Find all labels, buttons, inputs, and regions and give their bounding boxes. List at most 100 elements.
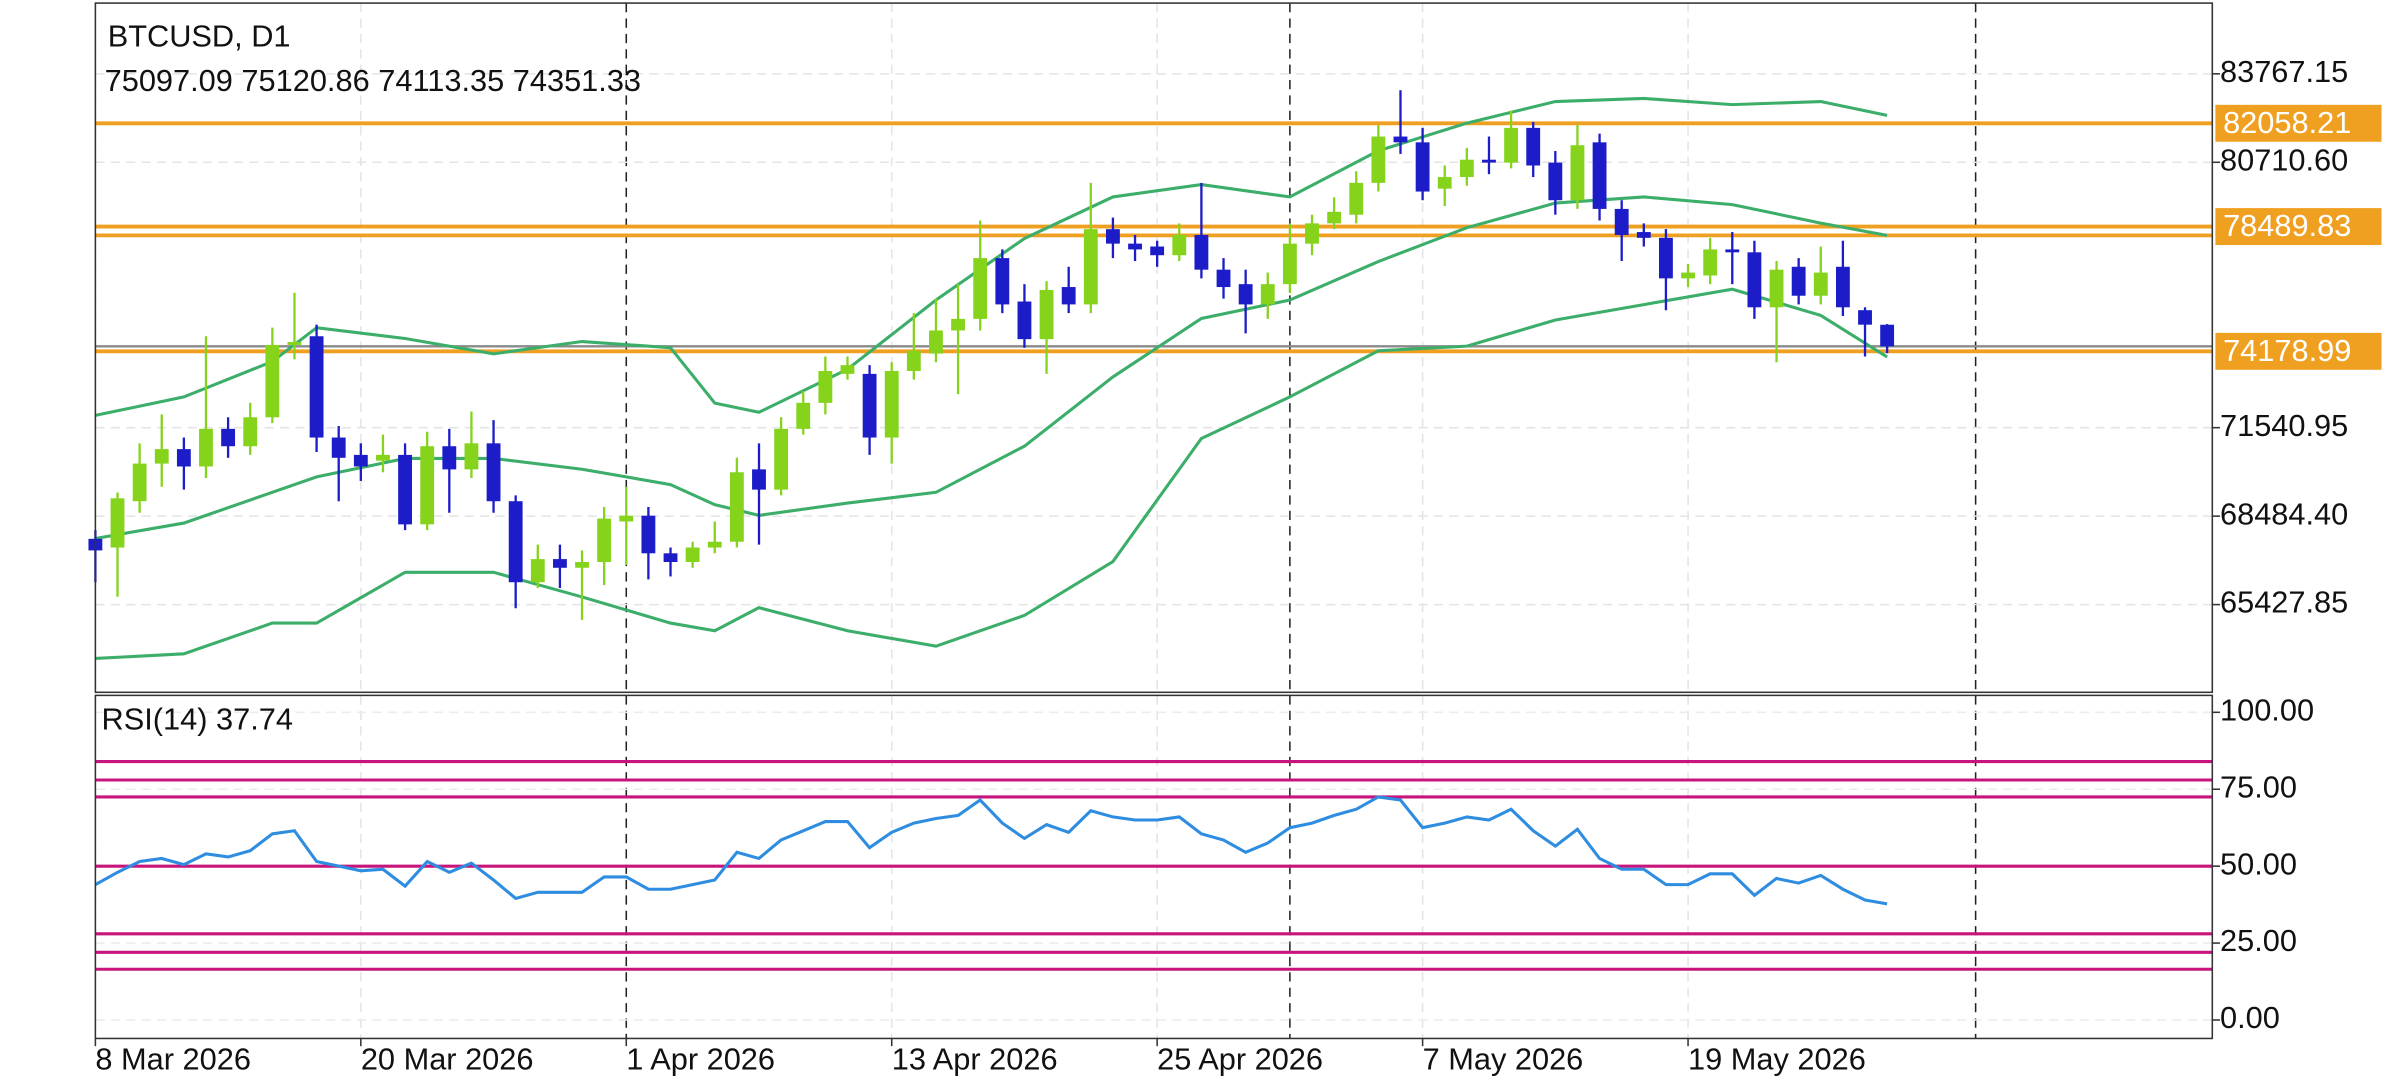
x-tick-label: 1 Apr 2026 — [626, 1042, 775, 1077]
candle-body — [1592, 142, 1607, 209]
candle-body — [1238, 284, 1253, 305]
candle-body — [619, 515, 634, 522]
y-tick-label: 65427.85 — [2220, 585, 2348, 620]
candle-body — [420, 446, 435, 525]
candle-body — [1835, 266, 1850, 308]
candle-body — [508, 501, 523, 583]
candle-body — [1570, 145, 1585, 201]
candle-body — [398, 454, 412, 525]
rsi-tick-label: 75.00 — [2220, 769, 2297, 804]
candle-body — [597, 518, 612, 562]
candle-body — [1106, 229, 1120, 244]
candle-body — [1725, 249, 1740, 253]
candle-body — [1150, 246, 1165, 256]
level-badge-label: 82058.21 — [2223, 105, 2351, 140]
candle-body — [995, 258, 1010, 305]
x-tick-label: 7 May 2026 — [1423, 1042, 1584, 1077]
candle-body — [265, 344, 280, 418]
candle-body — [376, 454, 390, 461]
candle-body — [840, 365, 855, 374]
candle-body — [1415, 142, 1430, 192]
candle-body — [1482, 159, 1496, 163]
level-badge — [2215, 104, 2382, 142]
x-tick-label: 8 Mar 2026 — [95, 1042, 251, 1077]
candle-body — [929, 330, 943, 354]
chart-title: BTCUSD, D1 — [108, 19, 291, 54]
candle-body — [464, 443, 479, 470]
candle-body — [1437, 177, 1452, 189]
candle-body — [1791, 266, 1806, 296]
marks — [88, 90, 2213, 971]
candle-body — [1858, 310, 1872, 325]
candle-body — [442, 446, 457, 470]
x-tick-label: 25 Apr 2026 — [1157, 1042, 1323, 1077]
bollinger-middle — [95, 195, 1888, 540]
candle-body — [243, 417, 258, 447]
rsi-value: 37.74 — [216, 702, 293, 737]
candle-body — [176, 449, 191, 467]
candle-body — [862, 373, 877, 438]
open-value: 75097.09 — [105, 63, 233, 98]
candle-body — [309, 336, 324, 438]
candle-body — [752, 469, 766, 490]
candle-body — [331, 437, 346, 458]
candle-body — [1327, 211, 1342, 224]
candle-body — [552, 559, 567, 568]
main-pane-frame — [94, 2, 2214, 694]
candle-body — [973, 258, 988, 319]
candle-body — [575, 561, 589, 568]
candle-body — [1747, 252, 1762, 308]
candle-body — [1061, 287, 1076, 305]
candle-body — [1880, 324, 1895, 347]
candle-body — [884, 370, 899, 438]
level-badge — [2215, 332, 2382, 370]
level-badge-label: 74178.99 — [2223, 333, 2351, 368]
candle-body — [1703, 249, 1718, 276]
level-badge-label: 78489.83 — [2223, 208, 2351, 243]
candle-body — [287, 342, 302, 345]
candle-body — [154, 449, 169, 464]
candle-body — [1636, 232, 1651, 238]
candle-body — [1393, 136, 1408, 143]
candle-body — [486, 443, 501, 502]
candle-body — [685, 547, 700, 562]
candle-body — [1681, 272, 1695, 279]
rsi-tick-label: 50.00 — [2220, 846, 2297, 881]
candle-body — [1526, 127, 1541, 166]
candle-body — [1017, 301, 1032, 340]
candle-body — [1083, 229, 1098, 305]
candle-body — [1504, 127, 1519, 163]
close-value: 74351.33 — [513, 63, 641, 98]
level-badge — [2215, 208, 2382, 246]
candle-body — [530, 559, 545, 583]
y-tick-label: 71540.95 — [2220, 408, 2348, 443]
candle-body — [353, 454, 368, 467]
rsi-header: RSI(14) 37.74 — [102, 702, 293, 737]
candle-body — [132, 463, 147, 502]
bollinger-upper — [95, 96, 1888, 417]
candle-body — [1260, 284, 1275, 305]
rsi-tick-label: 100.00 — [2220, 692, 2314, 727]
x-tick-label: 20 Mar 2026 — [361, 1042, 534, 1077]
candle-body — [1349, 182, 1364, 215]
candle-body — [641, 515, 656, 554]
candle-body — [1371, 136, 1386, 183]
ohlc-header: 75097.09 75120.86 74113.35 74351.33 — [105, 63, 641, 98]
candle-body — [1459, 159, 1474, 178]
candle-body — [1305, 223, 1319, 244]
candle-body — [663, 553, 678, 562]
candle-body — [1194, 234, 1209, 270]
x-tick-label: 19 May 2026 — [1688, 1042, 1866, 1077]
candle-body — [1128, 243, 1142, 250]
y-tick-label: 80710.60 — [2220, 142, 2348, 177]
low-value: 74113.35 — [378, 63, 504, 98]
candle-body — [774, 428, 789, 490]
candle-body — [707, 541, 722, 548]
candle-body — [1659, 237, 1673, 279]
candle-body — [1614, 208, 1629, 235]
candle-body — [1039, 289, 1054, 340]
candle-body — [729, 472, 744, 542]
rsi-tick-label: 0.00 — [2220, 1000, 2280, 1035]
